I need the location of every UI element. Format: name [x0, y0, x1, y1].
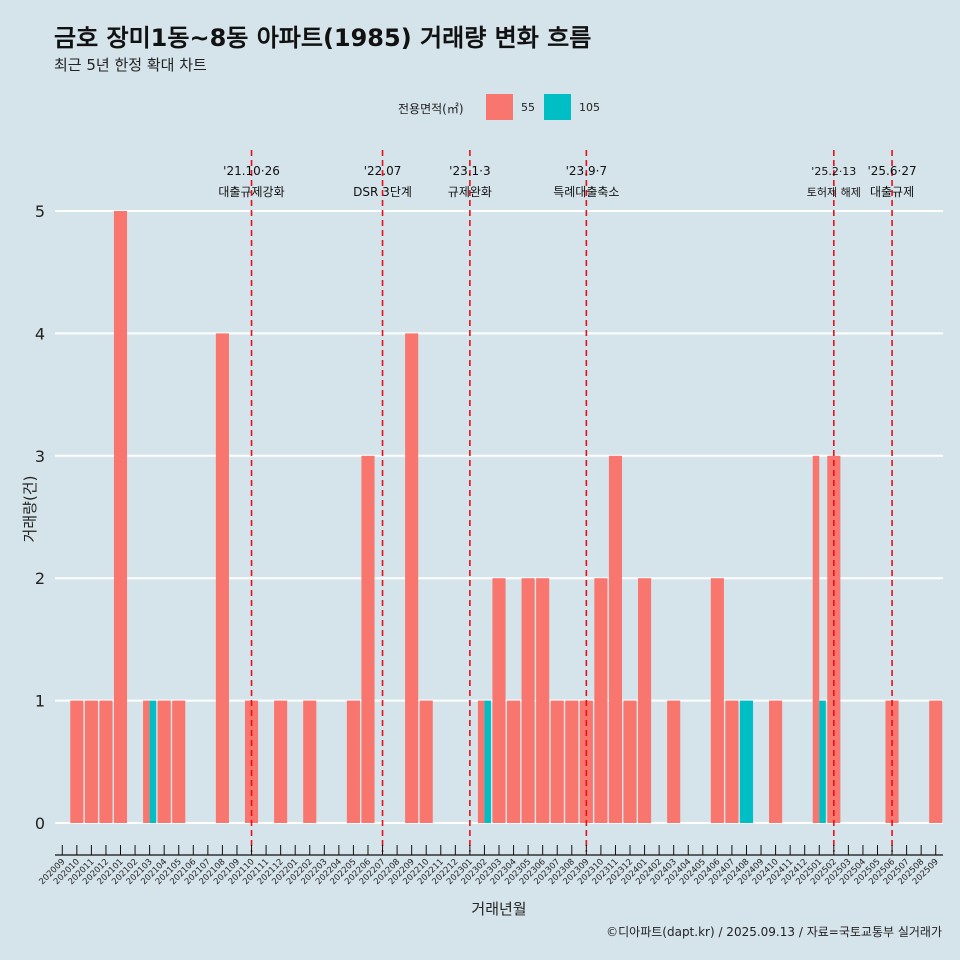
bar-202509-55	[929, 700, 943, 823]
legend-key-105	[544, 94, 571, 120]
y-axis-title: 거래량(건)	[21, 476, 39, 543]
y-tick-label-1: 1	[35, 692, 45, 711]
bar-202303-55	[492, 578, 506, 823]
y-tick-label-0: 0	[35, 814, 45, 833]
bar-202401-55	[638, 578, 652, 823]
y-tick-label-5: 5	[35, 202, 45, 221]
bar-202302-55	[477, 700, 485, 823]
bar-202502-55	[827, 455, 841, 823]
bar-202112-55	[274, 700, 288, 823]
bar-202310-55	[594, 578, 608, 823]
bar-202010-55	[70, 700, 84, 823]
bar-202312-55	[623, 700, 637, 823]
legend-key-55	[486, 94, 513, 120]
event-label-202309: 특례대출축소	[553, 185, 619, 199]
event-date-202110: '21.10·26	[223, 164, 280, 178]
event-date-202301: '23.1·3	[449, 164, 490, 178]
event-label-202207: DSR 3단계	[353, 185, 412, 199]
bar-202307-55	[550, 700, 564, 823]
bar-202011-55	[84, 700, 98, 823]
bar-202108-55	[215, 333, 229, 823]
legend-title: 전용면적(㎡)	[398, 102, 464, 116]
event-date-202502: '25.2·13	[811, 165, 856, 178]
bar-202406-55	[710, 578, 724, 823]
y-tick-label-3: 3	[35, 447, 45, 466]
bar-202209-55	[405, 333, 419, 823]
bar-202501-55	[812, 455, 820, 823]
bar-202308-55	[565, 700, 579, 823]
y-tick-label-2: 2	[35, 569, 45, 588]
x-axis-title: 거래년월	[471, 900, 526, 918]
bar-202302-105	[484, 700, 491, 823]
event-date-202506: '25.6·27	[867, 164, 916, 178]
event-label-202110: 대출규제강화	[218, 185, 284, 199]
bar-202305-55	[521, 578, 535, 823]
bar-202403-55	[667, 700, 681, 823]
event-date-202309: '23.9·7	[566, 164, 607, 178]
bar-202501-105	[819, 700, 826, 823]
event-label-202301: 규제완화	[448, 185, 492, 199]
bar-202105-55	[172, 700, 186, 823]
legend-label-55: 55	[521, 101, 535, 114]
bar-202410-55	[769, 700, 783, 823]
bar-202202-55	[303, 700, 317, 823]
bar-202210-55	[419, 700, 433, 823]
legend-label-105: 105	[579, 101, 600, 114]
bar-202304-55	[507, 700, 521, 823]
event-label-202502: 토허제 해제	[807, 185, 861, 199]
bar-202408-105	[739, 700, 754, 823]
bar-202101-55	[113, 211, 128, 823]
bar-202205-55	[346, 700, 360, 823]
bar-202306-55	[536, 578, 550, 823]
bar-202103-105	[149, 700, 157, 823]
bar-202407-55	[725, 700, 739, 823]
chart-subtitle: 최근 5년 한정 확대 차트	[54, 56, 207, 74]
event-date-202207: '22.07	[364, 164, 402, 178]
y-tick-label-4: 4	[35, 324, 45, 343]
bar-202104-55	[157, 700, 171, 823]
chart-title: 금호 장미1동~8동 아파트(1985) 거래량 변화 흐름	[54, 24, 592, 52]
event-label-202506: 대출규제	[870, 185, 914, 199]
bar-202012-55	[99, 700, 113, 823]
bar-202311-55	[608, 455, 623, 823]
bar-202206-55	[361, 455, 375, 823]
bar-202103-55	[143, 700, 150, 823]
chart-caption: ©디아파트(dapt.kr) / 2025.09.13 / 자료=국토교통부 실…	[606, 925, 942, 939]
